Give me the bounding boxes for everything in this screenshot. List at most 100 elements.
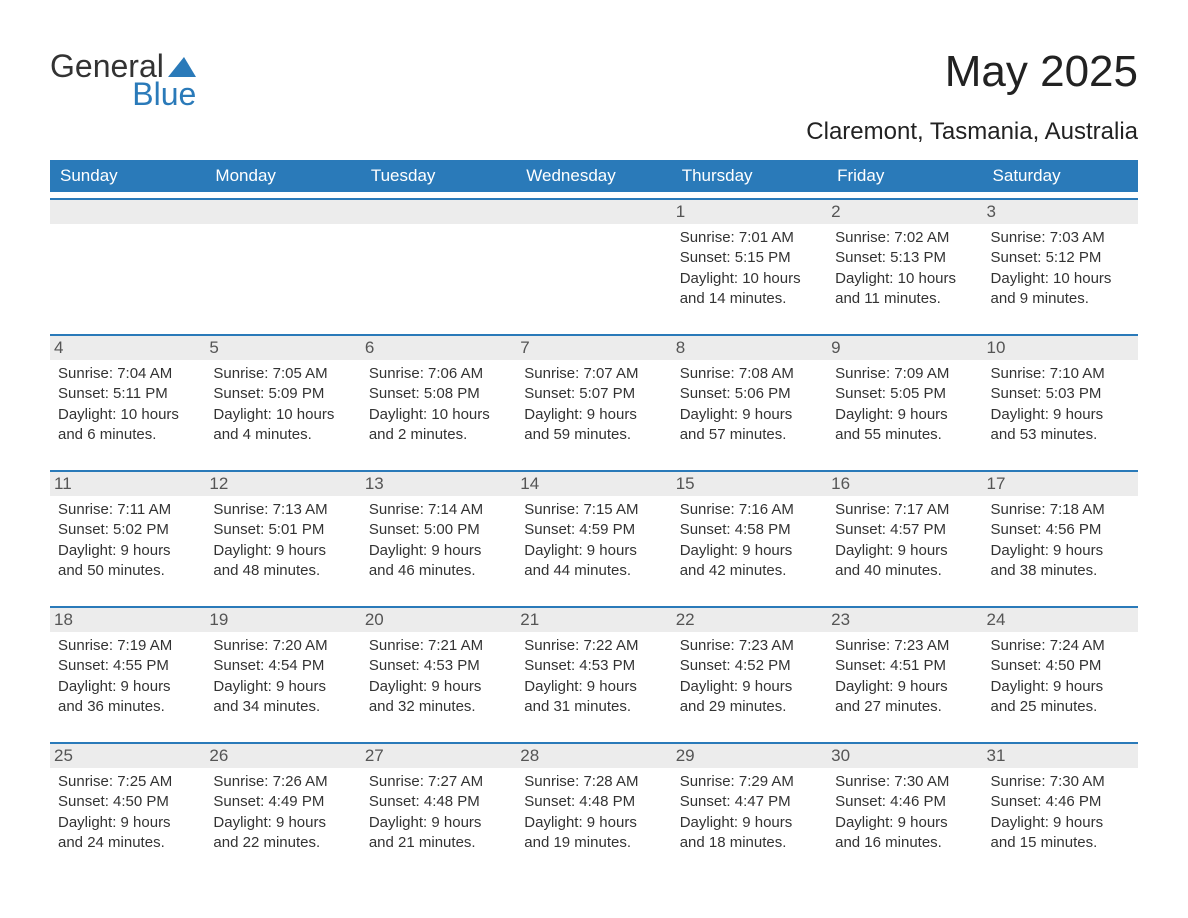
day-info: Sunrise: 7:02 AMSunset: 5:13 PMDaylight:… — [835, 228, 974, 309]
day-number: 2 — [827, 200, 982, 224]
logo: General Blue — [50, 50, 196, 110]
day-cell: 15Sunrise: 7:16 AMSunset: 4:58 PMDayligh… — [672, 472, 827, 600]
day-number — [361, 200, 516, 224]
dow-thursday: Thursday — [672, 160, 827, 192]
daylight-text: Daylight: 9 hours and 50 minutes. — [58, 541, 197, 582]
day-info: Sunrise: 7:15 AMSunset: 4:59 PMDaylight:… — [524, 500, 663, 581]
day-number: 31 — [983, 744, 1138, 768]
dow-tuesday: Tuesday — [361, 160, 516, 192]
day-number: 13 — [361, 472, 516, 496]
day-number: 19 — [205, 608, 360, 632]
sunrise-text: Sunrise: 7:15 AM — [524, 500, 663, 520]
daylight-text: Daylight: 9 hours and 46 minutes. — [369, 541, 508, 582]
day-cell — [361, 200, 516, 328]
day-cell: 22Sunrise: 7:23 AMSunset: 4:52 PMDayligh… — [672, 608, 827, 736]
day-number: 1 — [672, 200, 827, 224]
day-cell: 21Sunrise: 7:22 AMSunset: 4:53 PMDayligh… — [516, 608, 671, 736]
day-cell — [50, 200, 205, 328]
day-info: Sunrise: 7:11 AMSunset: 5:02 PMDaylight:… — [58, 500, 197, 581]
sunrise-text: Sunrise: 7:30 AM — [835, 772, 974, 792]
day-info: Sunrise: 7:01 AMSunset: 5:15 PMDaylight:… — [680, 228, 819, 309]
sunrise-text: Sunrise: 7:09 AM — [835, 364, 974, 384]
sunset-text: Sunset: 4:59 PM — [524, 520, 663, 540]
day-info: Sunrise: 7:23 AMSunset: 4:51 PMDaylight:… — [835, 636, 974, 717]
sunset-text: Sunset: 4:51 PM — [835, 656, 974, 676]
daylight-text: Daylight: 9 hours and 18 minutes. — [680, 813, 819, 854]
daylight-text: Daylight: 9 hours and 53 minutes. — [991, 405, 1130, 446]
sunrise-text: Sunrise: 7:29 AM — [680, 772, 819, 792]
day-info: Sunrise: 7:07 AMSunset: 5:07 PMDaylight:… — [524, 364, 663, 445]
day-cell: 3Sunrise: 7:03 AMSunset: 5:12 PMDaylight… — [983, 200, 1138, 328]
sunrise-text: Sunrise: 7:14 AM — [369, 500, 508, 520]
day-info: Sunrise: 7:13 AMSunset: 5:01 PMDaylight:… — [213, 500, 352, 581]
sunrise-text: Sunrise: 7:23 AM — [835, 636, 974, 656]
day-of-week-header: Sunday Monday Tuesday Wednesday Thursday… — [50, 160, 1138, 192]
day-info: Sunrise: 7:06 AMSunset: 5:08 PMDaylight:… — [369, 364, 508, 445]
sunrise-text: Sunrise: 7:20 AM — [213, 636, 352, 656]
daylight-text: Daylight: 10 hours and 6 minutes. — [58, 405, 197, 446]
daylight-text: Daylight: 9 hours and 40 minutes. — [835, 541, 974, 582]
day-number: 17 — [983, 472, 1138, 496]
day-info: Sunrise: 7:04 AMSunset: 5:11 PMDaylight:… — [58, 364, 197, 445]
sunrise-text: Sunrise: 7:13 AM — [213, 500, 352, 520]
sunset-text: Sunset: 4:55 PM — [58, 656, 197, 676]
daylight-text: Daylight: 10 hours and 4 minutes. — [213, 405, 352, 446]
week-row: 4Sunrise: 7:04 AMSunset: 5:11 PMDaylight… — [50, 334, 1138, 464]
sunset-text: Sunset: 4:48 PM — [369, 792, 508, 812]
logo-text: General Blue — [50, 50, 196, 110]
day-cell: 28Sunrise: 7:28 AMSunset: 4:48 PMDayligh… — [516, 744, 671, 872]
sunset-text: Sunset: 4:52 PM — [680, 656, 819, 676]
daylight-text: Daylight: 9 hours and 29 minutes. — [680, 677, 819, 718]
sunset-text: Sunset: 5:12 PM — [991, 248, 1130, 268]
sunrise-text: Sunrise: 7:01 AM — [680, 228, 819, 248]
day-number: 14 — [516, 472, 671, 496]
day-number: 5 — [205, 336, 360, 360]
sunrise-text: Sunrise: 7:19 AM — [58, 636, 197, 656]
sunset-text: Sunset: 5:05 PM — [835, 384, 974, 404]
sunrise-text: Sunrise: 7:21 AM — [369, 636, 508, 656]
daylight-text: Daylight: 9 hours and 27 minutes. — [835, 677, 974, 718]
day-cell: 13Sunrise: 7:14 AMSunset: 5:00 PMDayligh… — [361, 472, 516, 600]
day-info: Sunrise: 7:29 AMSunset: 4:47 PMDaylight:… — [680, 772, 819, 853]
sunrise-text: Sunrise: 7:10 AM — [991, 364, 1130, 384]
day-cell: 8Sunrise: 7:08 AMSunset: 5:06 PMDaylight… — [672, 336, 827, 464]
day-cell: 20Sunrise: 7:21 AMSunset: 4:53 PMDayligh… — [361, 608, 516, 736]
sunset-text: Sunset: 5:03 PM — [991, 384, 1130, 404]
day-info: Sunrise: 7:23 AMSunset: 4:52 PMDaylight:… — [680, 636, 819, 717]
day-cell: 1 Sunrise: 7:01 AMSunset: 5:15 PMDaylight… — [672, 200, 827, 328]
sunrise-text: Sunrise: 7:23 AM — [680, 636, 819, 656]
daylight-text: Daylight: 9 hours and 42 minutes. — [680, 541, 819, 582]
sunrise-text: Sunrise: 7:05 AM — [213, 364, 352, 384]
sunrise-text: Sunrise: 7:17 AM — [835, 500, 974, 520]
sunset-text: Sunset: 5:07 PM — [524, 384, 663, 404]
day-info: Sunrise: 7:24 AMSunset: 4:50 PMDaylight:… — [991, 636, 1130, 717]
day-cell — [516, 200, 671, 328]
sunset-text: Sunset: 4:50 PM — [58, 792, 197, 812]
calendar-page: General Blue May 2025 Claremont, Tasmani… — [0, 0, 1188, 902]
day-cell: 19Sunrise: 7:20 AMSunset: 4:54 PMDayligh… — [205, 608, 360, 736]
daylight-text: Daylight: 9 hours and 22 minutes. — [213, 813, 352, 854]
location-subtitle: Claremont, Tasmania, Australia — [50, 118, 1138, 146]
day-cell: 25Sunrise: 7:25 AMSunset: 4:50 PMDayligh… — [50, 744, 205, 872]
calendar: Sunday Monday Tuesday Wednesday Thursday… — [50, 160, 1138, 872]
day-cell: 18Sunrise: 7:19 AMSunset: 4:55 PMDayligh… — [50, 608, 205, 736]
dow-saturday: Saturday — [983, 160, 1138, 192]
day-info: Sunrise: 7:18 AMSunset: 4:56 PMDaylight:… — [991, 500, 1130, 581]
sunrise-text: Sunrise: 7:16 AM — [680, 500, 819, 520]
day-info: Sunrise: 7:30 AMSunset: 4:46 PMDaylight:… — [991, 772, 1130, 853]
day-number: 26 — [205, 744, 360, 768]
sunrise-text: Sunrise: 7:24 AM — [991, 636, 1130, 656]
sunrise-text: Sunrise: 7:11 AM — [58, 500, 197, 520]
sunset-text: Sunset: 5:09 PM — [213, 384, 352, 404]
day-cell: 26Sunrise: 7:26 AMSunset: 4:49 PMDayligh… — [205, 744, 360, 872]
sunset-text: Sunset: 4:48 PM — [524, 792, 663, 812]
daylight-text: Daylight: 9 hours and 21 minutes. — [369, 813, 508, 854]
day-cell: 11Sunrise: 7:11 AMSunset: 5:02 PMDayligh… — [50, 472, 205, 600]
sunrise-text: Sunrise: 7:27 AM — [369, 772, 508, 792]
day-cell: 23Sunrise: 7:23 AMSunset: 4:51 PMDayligh… — [827, 608, 982, 736]
day-info: Sunrise: 7:25 AMSunset: 4:50 PMDaylight:… — [58, 772, 197, 853]
week-row: 1 Sunrise: 7:01 AMSunset: 5:15 PMDaylight… — [50, 198, 1138, 328]
day-number: 30 — [827, 744, 982, 768]
day-info: Sunrise: 7:03 AMSunset: 5:12 PMDaylight:… — [991, 228, 1130, 309]
day-number: 6 — [361, 336, 516, 360]
